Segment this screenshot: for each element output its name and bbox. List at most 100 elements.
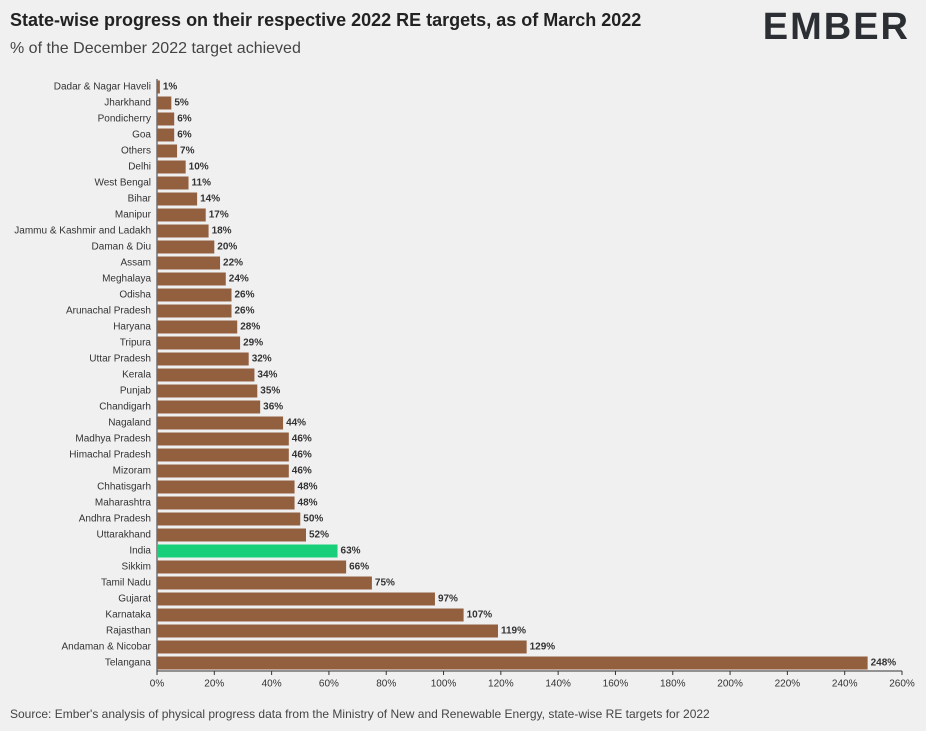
bar [157,240,215,254]
value-label: 26% [235,306,255,317]
value-label: 24% [229,274,249,285]
value-label: 66% [349,562,369,573]
value-label: 17% [209,210,229,221]
y-tick-label: Punjab [120,386,152,397]
value-label: 52% [309,530,329,541]
y-tick-label: Gujarat [118,594,151,605]
bar [157,464,289,478]
value-label: 14% [200,194,220,205]
y-tick-label: Manipur [115,210,152,221]
bar [157,512,301,526]
x-tick-label: 100% [431,679,457,690]
y-tick-label: Telangana [105,658,152,669]
y-tick-label: Haryana [113,322,151,333]
value-label: 1% [163,82,178,93]
y-tick-label: Jharkhand [104,98,151,109]
y-tick-label: Dadar & Nagar Haveli [54,82,151,93]
y-tick-label: Chandigarh [99,402,151,413]
x-tick-label: 120% [488,679,514,690]
value-label: 129% [530,642,556,653]
bar [157,336,241,350]
y-tick-label: Uttar Pradesh [89,354,151,365]
y-tick-label: Delhi [128,162,151,173]
bar [157,112,175,126]
bar [157,192,198,206]
value-label: 44% [286,418,306,429]
y-tick-label: Jammu & Kashmir and Ladakh [14,226,151,237]
y-tick-label: Odisha [119,290,151,301]
value-label: 7% [180,146,195,157]
bar [157,432,289,446]
y-tick-label: Himachal Pradesh [69,450,151,461]
value-label: 46% [292,466,312,477]
value-label: 48% [298,498,318,509]
bar [157,448,289,462]
value-label: 18% [212,226,232,237]
chart-subtitle: % of the December 2022 target achieved [10,40,301,57]
chart-title: State-wise progress on their respective … [10,10,641,30]
y-tick-label: Mizoram [113,466,151,477]
value-label: 46% [292,450,312,461]
x-tick-label: 220% [775,679,801,690]
value-label: 119% [501,626,526,637]
x-tick-label: 60% [319,679,339,690]
bar [157,656,868,670]
value-label: 248% [871,658,897,669]
y-tick-label: Meghalaya [102,274,151,285]
y-tick-label: Goa [132,130,151,141]
x-tick-label: 160% [603,679,629,690]
x-tick-label: 40% [262,679,282,690]
bar [157,592,435,606]
value-label: 34% [257,370,277,381]
bar [157,96,172,110]
bar [157,384,258,398]
y-tick-label: Daman & Diu [92,242,151,253]
bar [157,272,226,286]
y-tick-label: Chhatisgarh [97,482,151,493]
value-label: 97% [438,594,458,605]
value-label: 63% [341,546,361,557]
y-tick-label: Arunachal Pradesh [66,306,151,317]
y-tick-label: Bihar [128,194,152,205]
value-label: 46% [292,434,312,445]
y-tick-label: Karnataka [105,610,151,621]
bar [157,288,232,302]
y-tick-label: Maharashtra [95,498,152,509]
x-tick-label: 200% [717,679,743,690]
value-label: 28% [240,322,260,333]
bar [157,208,206,222]
bar [157,352,249,366]
value-label: 6% [177,114,192,125]
value-label: 22% [223,258,243,269]
y-tick-label: Uttarakhand [97,530,151,541]
bar [157,176,189,190]
y-tick-label: India [129,546,151,557]
x-tick-label: 140% [545,679,571,690]
bar [157,304,232,318]
y-tick-label: Andaman & Nicobar [62,642,152,653]
bar [157,624,498,638]
value-label: 75% [375,578,395,589]
value-label: 10% [189,162,209,173]
y-tick-label: Andhra Pradesh [79,514,151,525]
bar [157,256,221,270]
y-tick-label: Rajasthan [106,626,151,637]
bar [157,560,347,574]
bar [157,224,209,238]
bar [157,544,338,558]
bar [157,528,306,542]
x-tick-label: 20% [204,679,224,690]
value-label: 26% [235,290,255,301]
bar [157,368,255,382]
value-label: 29% [243,338,263,349]
y-tick-label: Pondicherry [98,114,151,125]
value-label: 5% [174,98,189,109]
bar [157,640,527,654]
value-label: 36% [263,402,283,413]
y-tick-label: Tamil Nadu [101,578,151,589]
x-tick-label: 0% [150,679,165,690]
value-label: 107% [467,610,493,621]
y-tick-label: Sikkim [122,562,151,573]
bar [157,160,186,174]
